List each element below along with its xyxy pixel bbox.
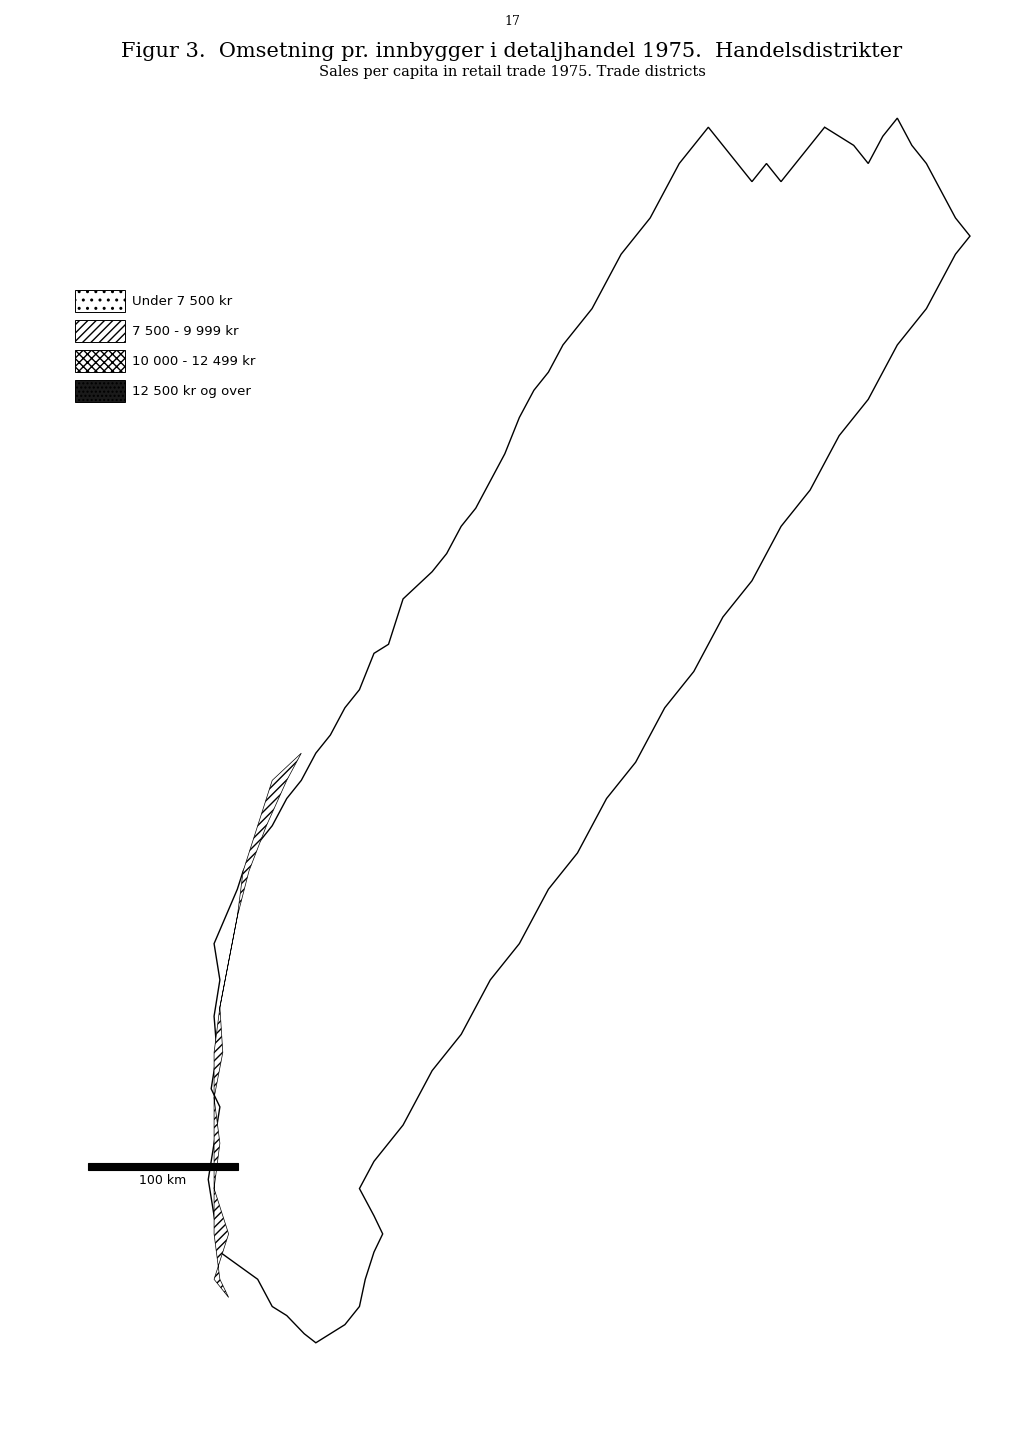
Polygon shape xyxy=(208,117,970,1343)
Text: Sales per capita in retail trade 1975. Trade districts: Sales per capita in retail trade 1975. T… xyxy=(318,65,706,78)
Text: 100 km: 100 km xyxy=(139,1174,186,1188)
Polygon shape xyxy=(214,753,301,1298)
Text: Under 7 500 kr: Under 7 500 kr xyxy=(132,294,232,307)
Text: Figur 3.  Omsetning pr. innbygger i detaljhandel 1975.  Handelsdistrikter: Figur 3. Omsetning pr. innbygger i detal… xyxy=(122,42,902,61)
Bar xyxy=(88,1163,238,1170)
Text: 10 000 - 12 499 kr: 10 000 - 12 499 kr xyxy=(132,354,255,367)
Bar xyxy=(75,380,125,402)
Bar xyxy=(75,290,125,312)
Text: 12 500 kr og over: 12 500 kr og over xyxy=(132,384,251,397)
Bar xyxy=(75,349,125,373)
Text: 7 500 - 9 999 kr: 7 500 - 9 999 kr xyxy=(132,325,239,338)
Text: 17: 17 xyxy=(504,14,520,28)
Bar xyxy=(75,320,125,342)
